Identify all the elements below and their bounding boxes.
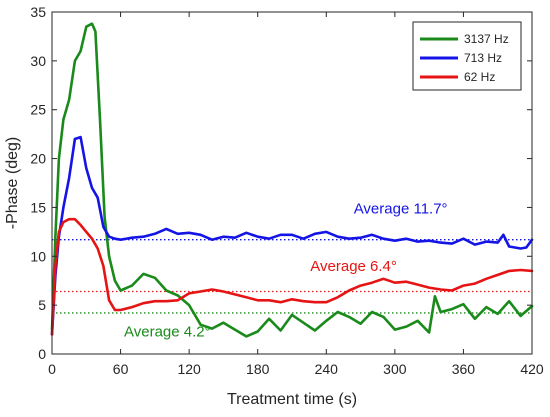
average-annotations: Average 11.7° Average 6.4° Average 4.2° [124,200,448,340]
y-axis-label: -Phase (deg) [4,137,21,230]
x-tick-label-7: 420 [520,361,544,377]
y-tick-label-0: 0 [38,346,46,362]
series-line-1 [50,135,534,336]
series-line-0 [50,22,534,338]
average-annotation-0: Average 11.7° [354,200,448,217]
y-tick-label-3: 15 [30,199,46,215]
average-annotation-2: Average 4.2° [124,323,211,340]
y-tick-label-1: 5 [38,297,46,313]
y-tick-label-6: 30 [30,53,46,69]
legend: 3137 Hz 713 Hz 62 Hz [412,21,522,91]
x-tick-label-1: 60 [113,361,129,377]
x-tick-label-4: 240 [315,361,339,377]
average-annotation-1: Average 6.4° [310,258,397,275]
x-tick-label-5: 300 [383,361,407,377]
legend-label-2: 62 Hz [464,70,495,84]
legend-box [412,21,522,91]
y-tick-label-4: 20 [30,151,46,167]
y-tick-label-7: 35 [30,4,46,20]
plot-frame [51,11,533,355]
legend-label-1: 713 Hz [464,51,502,65]
series-lines [50,22,534,338]
x-tick-label-6: 360 [452,361,476,377]
y-tick-label-5: 25 [30,102,46,118]
x-axis-label: Treatment time (s) [227,391,357,408]
series-line-2 [50,217,534,336]
x-tick-label-3: 180 [246,361,270,377]
legend-label-0: 3137 Hz [464,32,509,46]
x-tick-label-2: 120 [177,361,201,377]
axis-ticks: 0 60 120 180 240 300 360 420 0 5 10 15 20 25 30 35 [30,4,543,377]
legend-items: 3137 Hz 713 Hz 62 Hz [420,32,509,84]
x-tick-label-0: 0 [48,361,56,377]
y-tick-label-2: 10 [30,248,46,264]
